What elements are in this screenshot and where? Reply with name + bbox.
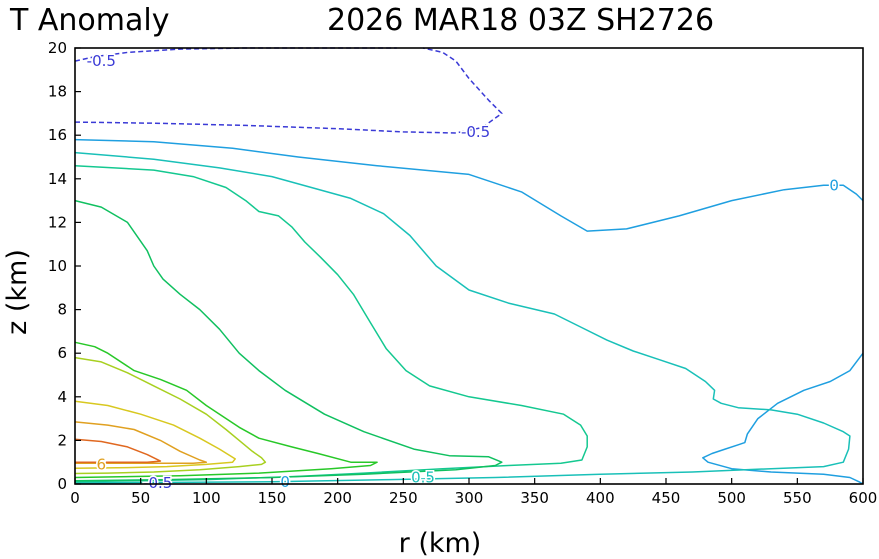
x-tick-label: 350	[520, 489, 549, 507]
x-tick-label: 250	[389, 489, 418, 507]
contour-line-level-1	[74, 164, 588, 483]
contour-line-level-4	[74, 356, 267, 475]
y-tick-label: 4	[57, 388, 67, 406]
y-tick-label: 16	[48, 126, 67, 144]
contour-label: 0	[280, 473, 290, 491]
contour-label: -0.5	[143, 474, 172, 492]
contour-line-level-0	[702, 352, 864, 485]
contour-line-level-3	[74, 341, 378, 479]
y-tick-label: 14	[48, 170, 67, 188]
y-tick-label: 20	[48, 39, 67, 57]
contour-label: 0.5	[411, 469, 435, 487]
y-axis-label: z (km)	[2, 249, 33, 335]
x-tick-label: 600	[849, 489, 878, 507]
x-tick-label: 300	[455, 489, 484, 507]
contour-line-level-neg0_5	[74, 47, 397, 62]
contour-lines	[74, 47, 864, 485]
x-tick-label: 200	[323, 489, 352, 507]
contour-label: 0	[829, 176, 839, 194]
contour-line-level-0_5	[74, 151, 851, 484]
contour-line-level-6	[74, 421, 208, 465]
y-tick-label: 8	[57, 301, 67, 319]
contour-labels: -0.5 -0.5 0 0.5 6 0 -0.5	[85, 51, 840, 494]
x-tick-label: 100	[192, 489, 221, 507]
axis-ticks: 0 50 100 150 200 250 300 350 400 450 500 550 6000246…	[48, 39, 877, 507]
x-axis-label: r (km)	[399, 528, 482, 559]
contour-line-level-0	[74, 138, 864, 232]
y-tick-label: 10	[48, 257, 67, 275]
contour-label: -0.5	[87, 52, 116, 70]
y-tick-label: 18	[48, 83, 67, 101]
chart-title: T Anomaly	[9, 3, 169, 38]
x-tick-label: 500	[717, 489, 746, 507]
y-tick-label: 2	[57, 431, 67, 449]
x-tick-label: 550	[783, 489, 812, 507]
x-tick-label: 50	[131, 489, 150, 507]
x-tick-label: 150	[258, 489, 287, 507]
contour-line-level-neg0_5	[74, 47, 503, 134]
x-tick-label: 0	[70, 489, 80, 507]
contour-label: 6	[97, 455, 107, 473]
x-tick-label: 400	[586, 489, 615, 507]
contour-line-level-5	[74, 400, 236, 470]
x-tick-label: 450	[652, 489, 681, 507]
y-tick-label: 6	[57, 344, 67, 362]
contour-line-level-7	[74, 438, 162, 463]
y-tick-label: 0	[57, 475, 67, 493]
chart-timestamp: 2026 MAR18 03Z SH2726	[327, 3, 714, 38]
plot-frame	[74, 47, 864, 485]
contour-label: -0.5	[461, 123, 490, 141]
contour-line-level-2	[74, 199, 503, 482]
y-tick-label: 12	[48, 213, 67, 231]
